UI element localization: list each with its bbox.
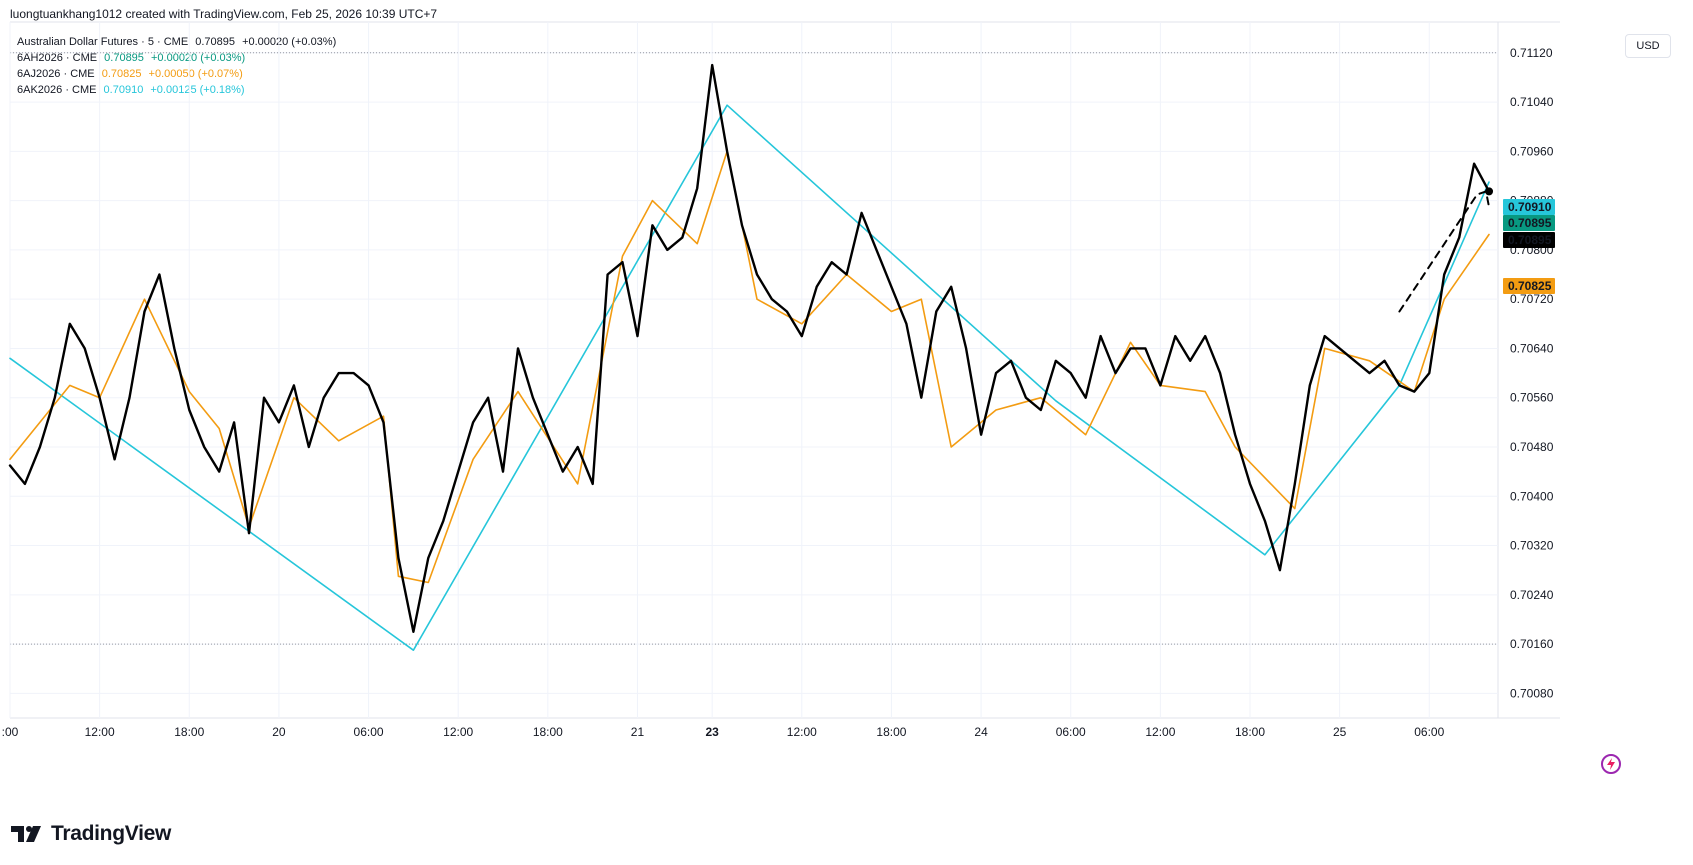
y-tick-label: 0.70160 [1510, 637, 1554, 651]
time-axis[interactable]: :00 12:00 18:00 20 06:00 12:00 18:00 21 23 12:00 1… [2, 725, 1445, 739]
x-tick-label: 18:00 [533, 725, 563, 739]
x-tick-label: 12:00 [1145, 725, 1175, 739]
y-tick-label: 0.70960 [1510, 144, 1554, 158]
x-tick-label: 12:00 [85, 725, 115, 739]
x-tick-label: 18:00 [174, 725, 204, 739]
price-tag: 0.70895 [1503, 232, 1555, 248]
x-tick-label: 24 [974, 725, 988, 739]
x-tick-label: 21 [631, 725, 645, 739]
y-tick-label: 0.70480 [1510, 440, 1554, 454]
price-tag-label: 0.70910 [1508, 200, 1552, 214]
legend-price: 0.70895 [104, 52, 144, 64]
series-zigzag [9, 104, 1490, 651]
y-tick-label: 0.71040 [1510, 95, 1554, 109]
y-tick-label: 0.70560 [1510, 391, 1554, 405]
legend-row-6ak[interactable]: 6AK2026 · CME 0.70910 +0.00125 (+0.18%) [17, 82, 336, 98]
x-tick-label: 20 [272, 725, 286, 739]
legend-row-6aj[interactable]: 6AJ2026 · CME 0.70825 +0.00050 (+0.07%) [17, 66, 336, 82]
y-tick-label: 0.70720 [1510, 292, 1554, 306]
x-tick-label: 18:00 [876, 725, 906, 739]
x-tick-label: 12:00 [443, 725, 473, 739]
x-tick-label: 25 [1333, 725, 1347, 739]
x-tick-label: 23 [705, 725, 719, 739]
x-tick-label: 06:00 [1056, 725, 1086, 739]
price-tag-label: 0.70895 [1508, 233, 1552, 247]
legend-change: +0.00020 (+0.03%) [150, 52, 246, 64]
tradingview-logo-icon [11, 826, 41, 842]
currency-button[interactable]: USD [1625, 34, 1671, 58]
y-tick-label: 0.70080 [1510, 686, 1554, 700]
y-tick-label: 0.70320 [1510, 539, 1554, 553]
y-tick-label: 0.70640 [1510, 341, 1554, 355]
brand-name: TradingView [51, 822, 172, 845]
price-tag: 0.70895 [1503, 215, 1555, 231]
legend-change: +0.00020 (+0.03%) [242, 36, 337, 48]
legend-symbol: 6AJ2026 · CME [17, 68, 95, 80]
y-tick-label: 0.71120 [1510, 46, 1553, 60]
legend-row-main[interactable]: Australian Dollar Futures · 5 · CME 0.70… [17, 34, 336, 50]
legend-price: 0.70895 [195, 36, 235, 48]
legend-symbol: Australian Dollar Futures · 5 · CME [17, 36, 189, 48]
price-axis[interactable]: 0.711200.710400.709600.708800.708000.707… [1510, 46, 1554, 701]
legend-price: 0.70910 [103, 84, 144, 96]
series-projection [1398, 190, 1490, 313]
price-tag: 0.70910 [1503, 199, 1555, 215]
series-main [8, 63, 1491, 633]
price-tag: 0.70825 [1503, 278, 1555, 294]
y-tick-label: 0.70400 [1510, 489, 1554, 503]
legend-symbol: 6AH2026 · CME [17, 52, 98, 64]
series-swing [9, 150, 1490, 584]
x-tick-label: 06:00 [1414, 725, 1444, 739]
x-tick-label: :00 [2, 725, 19, 739]
price-tags: 0.70910 0.70895 0.70895 0.70825 [1503, 199, 1555, 294]
legend-price: 0.70825 [101, 68, 142, 80]
lightning-icon[interactable] [1601, 754, 1621, 774]
price-tag-label: 0.70825 [1508, 279, 1552, 293]
chart-header-title: luongtuankhang1012 created with TradingV… [10, 7, 438, 21]
y-tick-label: 0.70240 [1510, 588, 1554, 602]
chart-grid [9, 21, 1560, 719]
legend: Australian Dollar Futures · 5 · CME 0.70… [17, 34, 336, 98]
legend-symbol: 6AK2026 · CME [17, 84, 97, 96]
x-tick-label: 12:00 [787, 725, 817, 739]
series-layer [8, 63, 1494, 651]
price-tag-label: 0.70895 [1508, 216, 1552, 230]
tradingview-logo[interactable]: TradingView [11, 822, 171, 846]
legend-change: +0.00125 (+0.18%) [150, 84, 245, 96]
legend-change: +0.00050 (+0.07%) [148, 68, 243, 80]
legend-row-6ah[interactable]: 6AH2026 · CME 0.70895 +0.00020 (+0.03%) [17, 50, 336, 66]
x-tick-label: 06:00 [354, 725, 384, 739]
x-tick-label: 18:00 [1235, 725, 1265, 739]
last-price-dot [1485, 187, 1494, 196]
